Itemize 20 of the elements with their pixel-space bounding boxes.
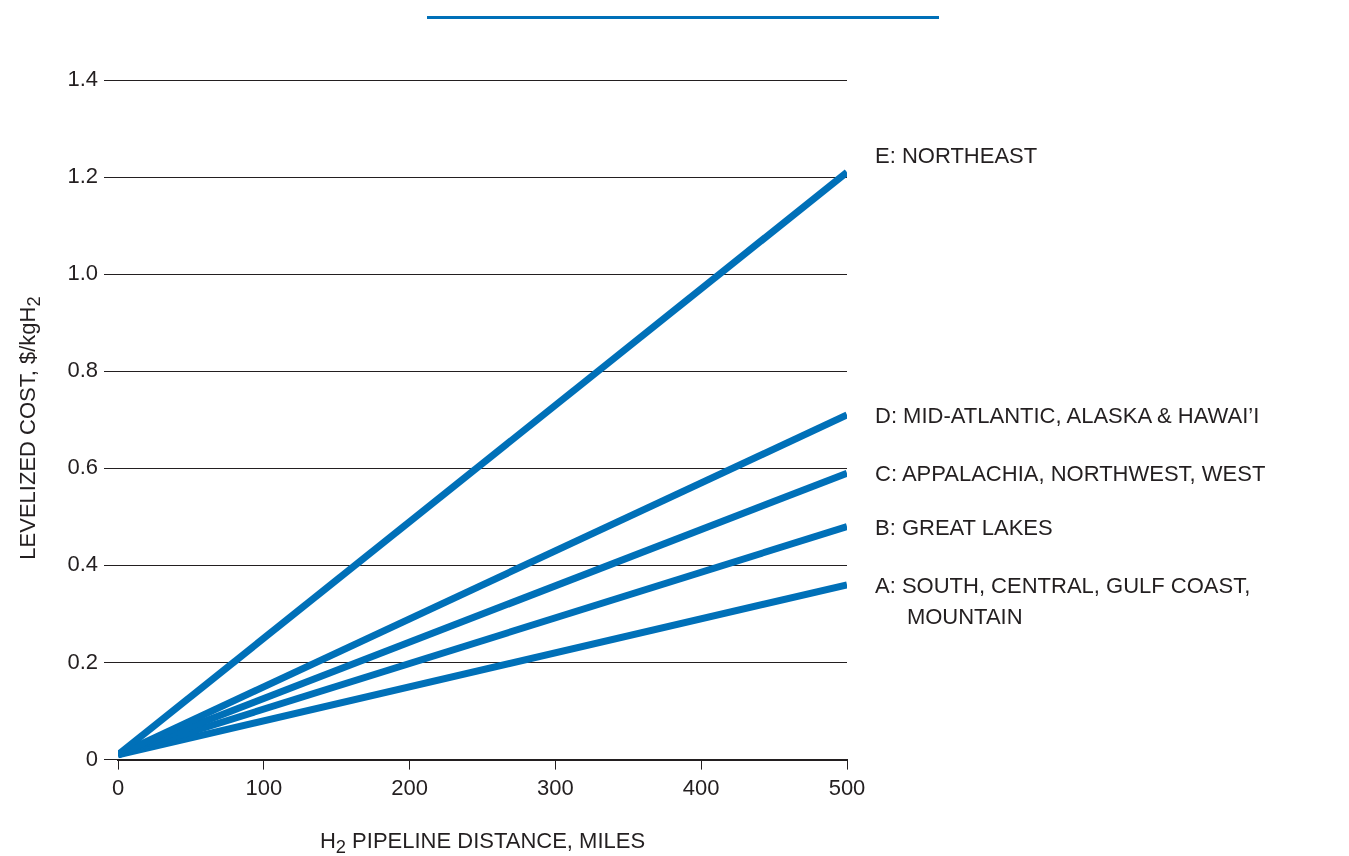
series-label: C: APPALACHIA, NORTHWEST, WEST xyxy=(875,460,1267,489)
x-tick-label: 0 xyxy=(111,774,125,800)
y-tick-label: 0.4 xyxy=(67,551,98,577)
y-tick-label: 0 xyxy=(85,745,98,771)
x-axis-title: H$_{2}$ PIPELINE DISTANCE, MILES xyxy=(318,828,647,856)
y-tick-label: 0.6 xyxy=(67,454,98,480)
series-label: B: GREAT LAKES xyxy=(875,513,1054,542)
x-tick-label: 300 xyxy=(537,774,574,800)
y-tick-label: 1.0 xyxy=(67,260,98,286)
x-tick-label: 100 xyxy=(245,774,283,800)
x-tick-label: 200 xyxy=(391,774,428,800)
series-label: D: MID-ATLANTIC, ALASKA & HAWAI’I xyxy=(875,401,1261,430)
y-tick-label: 1.4 xyxy=(67,66,98,92)
series-label: A: SOUTH, CENTRAL, GULF COAST, MOUNTAIN xyxy=(875,571,1252,631)
y-tick-label: 1.2 xyxy=(67,163,98,189)
series-label: E: NORTHEAST xyxy=(875,142,1039,171)
y-tick-label: 0.2 xyxy=(67,648,98,674)
x-tick-label: 400 xyxy=(682,774,720,800)
y-tick-label: 0.8 xyxy=(67,357,98,383)
x-tick-label: 500 xyxy=(828,774,866,800)
